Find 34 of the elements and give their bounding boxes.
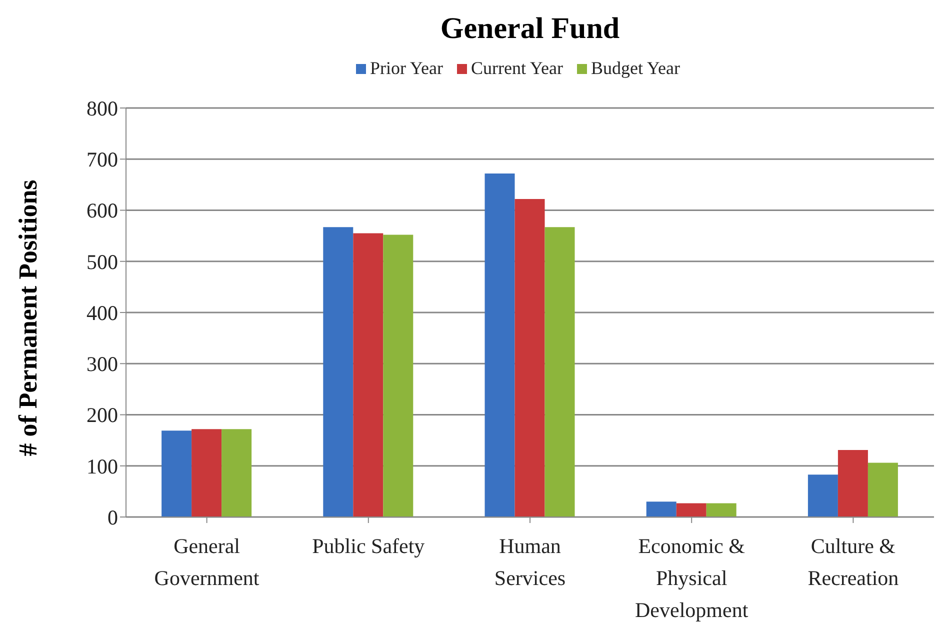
- bar: [544, 227, 575, 517]
- legend-label: Prior Year: [370, 58, 443, 79]
- bar: [808, 474, 838, 517]
- chart-title: General Fund: [439, 11, 621, 47]
- bar: [323, 227, 354, 517]
- y-tick-label: 400: [86, 300, 118, 325]
- bar: [514, 199, 545, 517]
- y-tick-label: 500: [86, 250, 118, 274]
- bar: [353, 233, 384, 517]
- bar: [383, 234, 414, 517]
- bar: [484, 173, 515, 517]
- y-axis-title: # of Permanent Positions: [13, 180, 43, 456]
- bar: [222, 429, 252, 517]
- y-tick-label: 300: [86, 352, 118, 376]
- y-tick-label: 200: [86, 403, 118, 428]
- x-tick-label: Public Safety: [312, 534, 426, 558]
- x-tick-label: General Government: [154, 534, 260, 590]
- x-tick-label: Human Services: [494, 534, 566, 590]
- y-tick-label: 0: [108, 505, 118, 530]
- bar: [838, 450, 868, 517]
- bar: [646, 502, 676, 517]
- y-tick-label: 700: [86, 148, 118, 172]
- bar: [162, 430, 192, 517]
- legend-label: Budget Year: [591, 58, 680, 79]
- x-tick-label: Economic & Physical Development: [635, 534, 748, 622]
- bar: [868, 462, 898, 517]
- bar: [192, 429, 222, 517]
- x-tick-label: Culture & Recreation: [808, 534, 900, 590]
- y-tick-label: 100: [86, 454, 118, 478]
- y-tick-label: 800: [86, 96, 118, 120]
- y-tick-label: 600: [86, 198, 118, 223]
- legend-label: Current Year: [471, 58, 563, 79]
- bar: [676, 503, 706, 517]
- bar: [706, 503, 736, 517]
